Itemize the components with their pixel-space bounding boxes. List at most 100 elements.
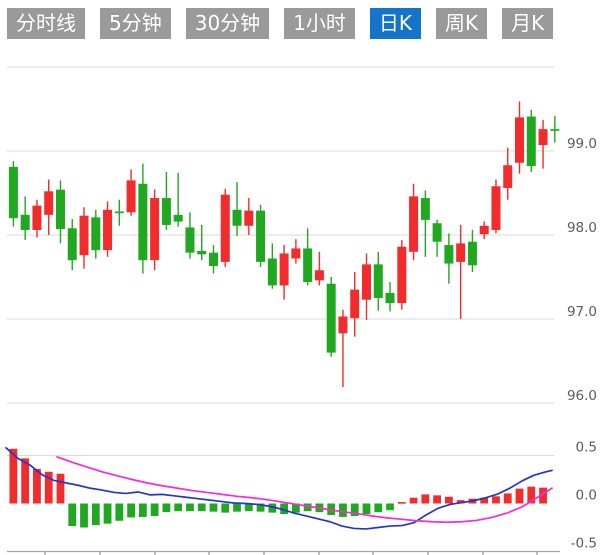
interval-tabbar: 分时线 5分钟 30分钟 1小时 日K 周K 月K [0,0,601,45]
candle-body [67,228,77,261]
candle-body [350,289,360,319]
tab-30min[interactable]: 30分钟 [185,8,270,39]
macd-histogram-bar [539,487,547,504]
candle-body [91,217,101,251]
candle-body [232,209,242,226]
macd-histogram-bar [374,503,383,513]
macd-histogram-bar [409,497,418,504]
macd-histogram-bar [115,503,124,521]
tab-5min[interactable]: 5分钟 [100,8,171,39]
macd-histogram-bar [515,488,524,504]
candle-body [44,191,54,215]
price-axis-label: 99.0 [567,136,597,152]
candle-body [503,165,513,188]
candle-body [244,210,254,226]
macd-histogram-bar [492,496,500,504]
candle-body [150,198,160,261]
candle-body [267,258,277,286]
price-axis-label: 98.0 [567,220,597,236]
tab-1hour[interactable]: 1小时 [284,8,355,39]
candle-body [303,248,313,283]
macd-histogram-bar [268,503,277,513]
macd-histogram-bar [350,503,359,516]
candle-body [197,250,207,255]
macd-histogram-bar [233,503,241,512]
price-axis-label: 96.0 [567,388,597,404]
macd-histogram-bar [209,503,218,512]
macd-histogram-bar [150,503,159,516]
price-axis-label: 97.0 [567,304,597,320]
macd-histogram-bar [444,496,453,504]
macd-dif-line [5,446,553,530]
macd-histogram-bar [56,473,65,504]
candle-body [538,129,548,146]
macd-histogram-bar [221,503,230,513]
macd-axis-label: 0.0 [576,488,597,504]
candle-body [491,186,501,230]
macd-histogram-bar [91,503,100,526]
macd-histogram-bar [397,502,406,504]
tab-weekly-k[interactable]: 周K [436,8,488,39]
candle-body [550,129,560,131]
candle-body [32,205,42,230]
candle-body [456,243,466,262]
candle-body [409,196,419,252]
macd-histogram-bar [80,503,88,528]
macd-histogram-bar [21,458,30,504]
candle-body [138,183,148,261]
macd-histogram-bar [68,503,77,527]
candle-body [385,292,395,304]
macd-histogram-bar [503,493,512,504]
candle-body [8,166,18,219]
macd-histogram-bar [186,503,194,512]
candle-body [432,223,442,242]
macd-histogram-bar [244,503,253,512]
candle-body [479,225,489,235]
macd-histogram-bar [280,503,289,515]
macd-dea-line [56,456,553,524]
candle-body [220,194,230,262]
macd-histogram-bar [433,495,442,504]
candle-body [420,198,430,220]
candle-body [20,214,30,230]
macd-histogram-bar [421,494,430,504]
candle-body [515,117,525,163]
macd-histogram-bar [480,497,489,504]
candle-body [314,270,324,281]
candle-body [326,283,336,353]
macd-histogram-bar [197,503,206,512]
candle-body [256,210,266,262]
macd-histogram-bar [303,503,312,512]
macd-histogram-bar [44,471,53,504]
macd-histogram-bar [127,503,135,518]
macd-histogram-bar [456,500,465,504]
macd-histogram-bar [9,448,18,504]
tab-daily-k[interactable]: 日K [369,8,422,39]
tab-monthly-k[interactable]: 月K [502,8,554,39]
macd-histogram-bar [103,503,112,524]
macd-histogram-bar [291,503,300,513]
macd-histogram-bar [362,503,371,515]
candle-body [173,214,183,222]
macd-histogram-bar [162,503,171,513]
macd-histogram-bar [33,468,41,504]
candle-body [338,316,348,334]
candle-body [444,245,454,264]
macd-axis-label: -0.5 [571,536,597,552]
tab-timeline[interactable]: 分时线 [7,8,85,39]
macd-histogram-bar [174,503,183,512]
candle-body [373,264,383,298]
macd-axis-label: 0.5 [576,440,597,456]
macd-histogram-bar [527,486,536,504]
candle-body [279,253,289,286]
candle-body [526,116,536,167]
candle-body [161,198,171,225]
macd-histogram-bar [256,503,265,512]
candle-body [185,227,195,253]
macd-histogram-bar [138,503,147,517]
macd-histogram-bar [386,503,394,511]
candle-body [79,215,89,256]
candle-body [208,252,218,267]
candle-body [291,248,301,259]
